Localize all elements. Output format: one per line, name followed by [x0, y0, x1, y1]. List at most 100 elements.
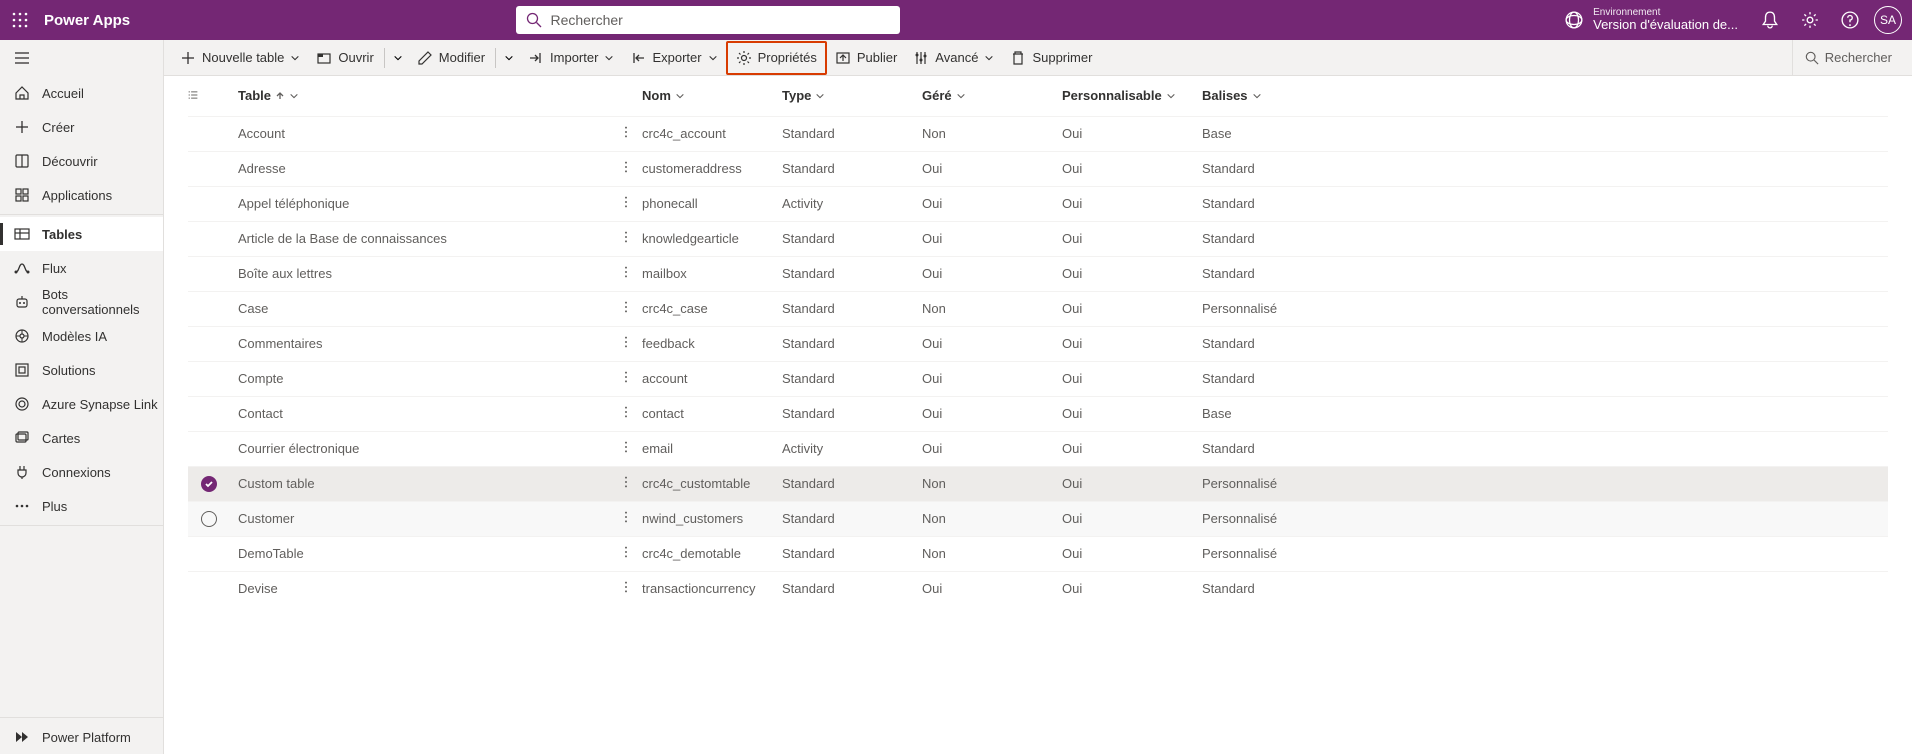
sort-asc-icon [275, 91, 285, 101]
row-more-icon[interactable] [619, 125, 633, 139]
environment-icon [1565, 11, 1583, 29]
user-avatar[interactable]: SA [1874, 6, 1902, 34]
cell-perso: Oui [1062, 116, 1202, 151]
cell-perso: Oui [1062, 256, 1202, 291]
cell-type: Standard [782, 221, 922, 256]
row-more-icon[interactable] [619, 335, 633, 349]
sidebar-item-créer[interactable]: Créer [0, 110, 163, 144]
table-row[interactable]: Devise transactioncurrency Standard Oui … [188, 571, 1888, 606]
sidebar-item-accueil[interactable]: Accueil [0, 76, 163, 110]
sidebar-item-tables[interactable]: Tables [0, 217, 163, 251]
cell-type: Standard [782, 571, 922, 606]
cell-table: Boîte aux lettres [238, 256, 618, 291]
sidebar-item-azure-synapse-link[interactable]: Azure Synapse Link [0, 387, 163, 421]
open-split-button[interactable] [387, 43, 409, 73]
sidebar-item-flux[interactable]: Flux [0, 251, 163, 285]
chevron-down-icon [604, 53, 614, 63]
table-row[interactable]: Customer nwind_customers Standard Non Ou… [188, 501, 1888, 536]
row-more-icon[interactable] [619, 370, 633, 384]
table-row[interactable]: Boîte aux lettres mailbox Standard Oui O… [188, 256, 1888, 291]
cell-balises: Standard [1202, 431, 1888, 466]
global-search-input[interactable] [550, 12, 890, 28]
help-button[interactable] [1830, 0, 1870, 40]
modify-button[interactable]: Modifier [409, 43, 493, 73]
column-header-balises[interactable]: Balises [1202, 76, 1888, 116]
sidebar-toggle[interactable] [0, 40, 163, 76]
sidebar-item-bots-conversationnels[interactable]: Bots conversationnels [0, 285, 163, 319]
environment-picker[interactable]: Environnement Version d'évaluation de... [1553, 7, 1750, 33]
row-more-icon[interactable] [619, 195, 633, 209]
apps-icon [14, 187, 30, 203]
sidebar-item-découvrir[interactable]: Découvrir [0, 144, 163, 178]
table-row[interactable]: Courrier électronique email Activity Oui… [188, 431, 1888, 466]
open-button[interactable]: Ouvrir [308, 43, 381, 73]
sidebar-item-connexions[interactable]: Connexions [0, 455, 163, 489]
sidebar-item-label: Azure Synapse Link [42, 397, 158, 412]
row-select-radio[interactable] [201, 511, 217, 527]
export-icon [630, 50, 646, 66]
global-search[interactable] [516, 6, 900, 34]
sidebar-item-modèles-ia[interactable]: Modèles IA [0, 319, 163, 353]
sidebar-item-label: Bots conversationnels [42, 287, 163, 317]
sidebar-item-label: Découvrir [42, 154, 98, 169]
settings-button[interactable] [1790, 0, 1830, 40]
cell-nom: crc4c_case [642, 291, 782, 326]
column-header-perso[interactable]: Personnalisable [1062, 76, 1202, 116]
chevron-down-icon [1252, 91, 1262, 101]
row-more-icon[interactable] [619, 300, 633, 314]
command-bar: Nouvelle table Ouvrir Modifier Importer [164, 40, 1912, 76]
table-row[interactable]: Article de la Base de connaissances know… [188, 221, 1888, 256]
column-header-type[interactable]: Type [782, 76, 922, 116]
row-more-icon[interactable] [619, 510, 633, 524]
sidebar-item-label: Power Platform [42, 730, 131, 745]
table-row[interactable]: Contact contact Standard Oui Oui Base [188, 396, 1888, 431]
advanced-button[interactable]: Avancé [905, 43, 1002, 73]
notifications-button[interactable] [1750, 0, 1790, 40]
modify-split-button[interactable] [498, 43, 520, 73]
column-header-gere[interactable]: Géré [922, 76, 1062, 116]
properties-button[interactable]: Propriétés [728, 43, 825, 73]
env-name: Version d'évaluation de... [1593, 18, 1738, 33]
table-row[interactable]: Case crc4c_case Standard Non Oui Personn… [188, 291, 1888, 326]
sidebar-item-cartes[interactable]: Cartes [0, 421, 163, 455]
delete-button[interactable]: Supprimer [1002, 43, 1100, 73]
home-icon [14, 85, 30, 101]
import-button[interactable]: Importer [520, 43, 622, 73]
row-more-icon[interactable] [619, 230, 633, 244]
column-header-nom[interactable]: Nom [642, 76, 782, 116]
publish-button[interactable]: Publier [827, 43, 905, 73]
edit-icon [417, 50, 433, 66]
cell-type: Standard [782, 536, 922, 571]
sidebar-item-power-platform[interactable]: Power Platform [0, 720, 163, 754]
export-button[interactable]: Exporter [622, 43, 725, 73]
cell-type: Standard [782, 116, 922, 151]
row-more-icon[interactable] [619, 160, 633, 174]
table-row[interactable]: Appel téléphonique phonecall Activity Ou… [188, 186, 1888, 221]
row-checked-icon[interactable] [201, 476, 217, 492]
advanced-icon [913, 50, 929, 66]
table-row[interactable]: Account crc4c_account Standard Non Oui B… [188, 116, 1888, 151]
sidebar-item-applications[interactable]: Applications [0, 178, 163, 212]
row-more-icon[interactable] [619, 405, 633, 419]
chevron-down-icon [815, 91, 825, 101]
cell-nom: transactioncurrency [642, 571, 782, 606]
open-icon [316, 50, 332, 66]
row-more-icon[interactable] [619, 475, 633, 489]
table-row[interactable]: DemoTable crc4c_demotable Standard Non O… [188, 536, 1888, 571]
waffle-button[interactable] [0, 0, 40, 40]
sidebar-item-plus[interactable]: Plus [0, 489, 163, 523]
table-row[interactable]: Adresse customeraddress Standard Oui Oui… [188, 151, 1888, 186]
table-row[interactable]: Custom table crc4c_customtable Standard … [188, 466, 1888, 501]
chevron-down-icon [393, 53, 403, 63]
cell-gere: Non [922, 291, 1062, 326]
table-row[interactable]: Compte account Standard Oui Oui Standard [188, 361, 1888, 396]
sidebar-item-solutions[interactable]: Solutions [0, 353, 163, 387]
table-row[interactable]: Commentaires feedback Standard Oui Oui S… [188, 326, 1888, 361]
row-more-icon[interactable] [619, 545, 633, 559]
row-more-icon[interactable] [619, 580, 633, 594]
row-more-icon[interactable] [619, 265, 633, 279]
new-table-button[interactable]: Nouvelle table [172, 43, 308, 73]
toolbar-search[interactable]: Rechercher [1792, 40, 1904, 76]
column-header-table[interactable]: Table [238, 76, 618, 116]
row-more-icon[interactable] [619, 440, 633, 454]
